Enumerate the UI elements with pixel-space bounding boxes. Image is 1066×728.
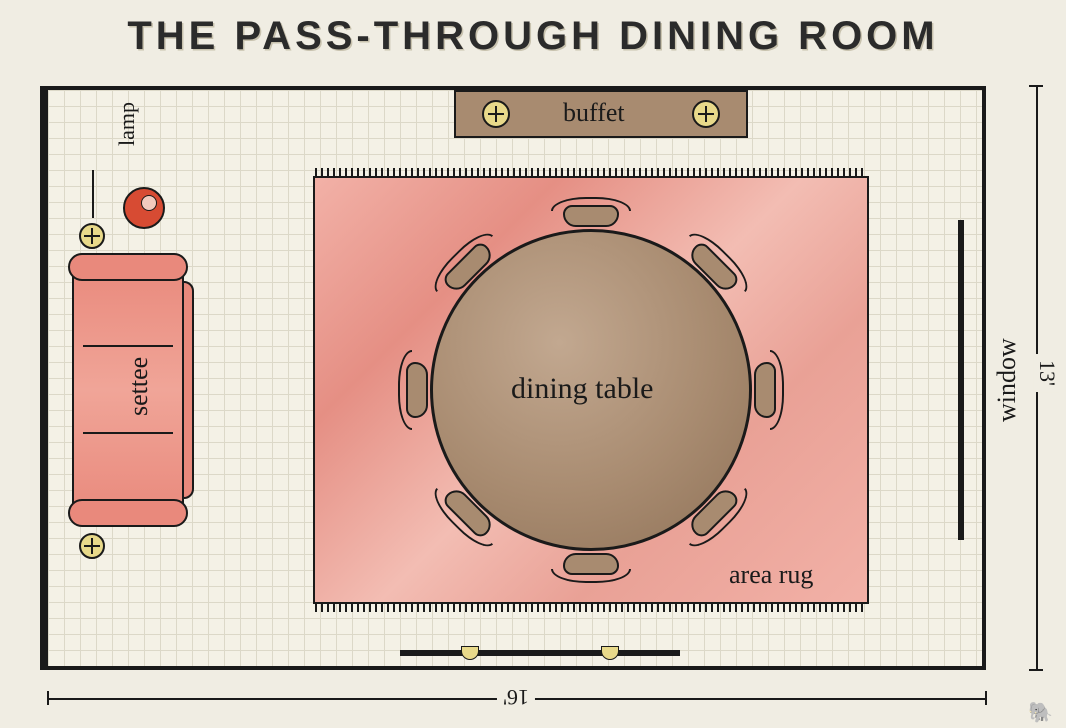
buffet-knob-right bbox=[692, 100, 720, 128]
buffet-knob-left bbox=[482, 100, 510, 128]
settee-arm-right bbox=[68, 499, 188, 527]
lamp-label: lamp bbox=[114, 102, 140, 146]
window-label: window bbox=[992, 338, 1022, 422]
chair bbox=[551, 197, 631, 231]
dimension-height-cap-bottom bbox=[1029, 669, 1043, 671]
window-bottom bbox=[400, 650, 680, 656]
chair bbox=[398, 350, 432, 430]
dimension-width-cap-right bbox=[985, 691, 987, 705]
settee-cushion-line bbox=[83, 432, 173, 434]
dimension-width-label: 16' bbox=[497, 684, 535, 710]
buffet-label: buffet bbox=[563, 98, 625, 128]
dimension-height-label: 13' bbox=[1034, 354, 1060, 392]
chair bbox=[551, 549, 631, 583]
dimension-height-cap-top bbox=[1029, 85, 1043, 87]
elephant-logo-icon: 🐘 bbox=[1028, 700, 1053, 725]
side-table bbox=[123, 187, 165, 229]
dining-table-label: dining table bbox=[511, 372, 653, 406]
lamp-leader-line bbox=[92, 170, 94, 218]
settee-cushion-line bbox=[83, 345, 173, 347]
chair bbox=[750, 350, 784, 430]
dimension-width-cap-left bbox=[47, 691, 49, 705]
window-right bbox=[958, 220, 964, 540]
area-rug-label: area rug bbox=[729, 560, 813, 590]
settee-arm-left bbox=[68, 253, 188, 281]
settee-label: settee bbox=[124, 357, 154, 416]
lamp-top bbox=[79, 223, 105, 249]
page-title: THE PASS-THROUGH DINING ROOM bbox=[0, 14, 1066, 59]
rug-fringe-top bbox=[315, 168, 867, 178]
rug-fringe-bottom bbox=[315, 602, 867, 612]
lamp-bottom bbox=[79, 533, 105, 559]
